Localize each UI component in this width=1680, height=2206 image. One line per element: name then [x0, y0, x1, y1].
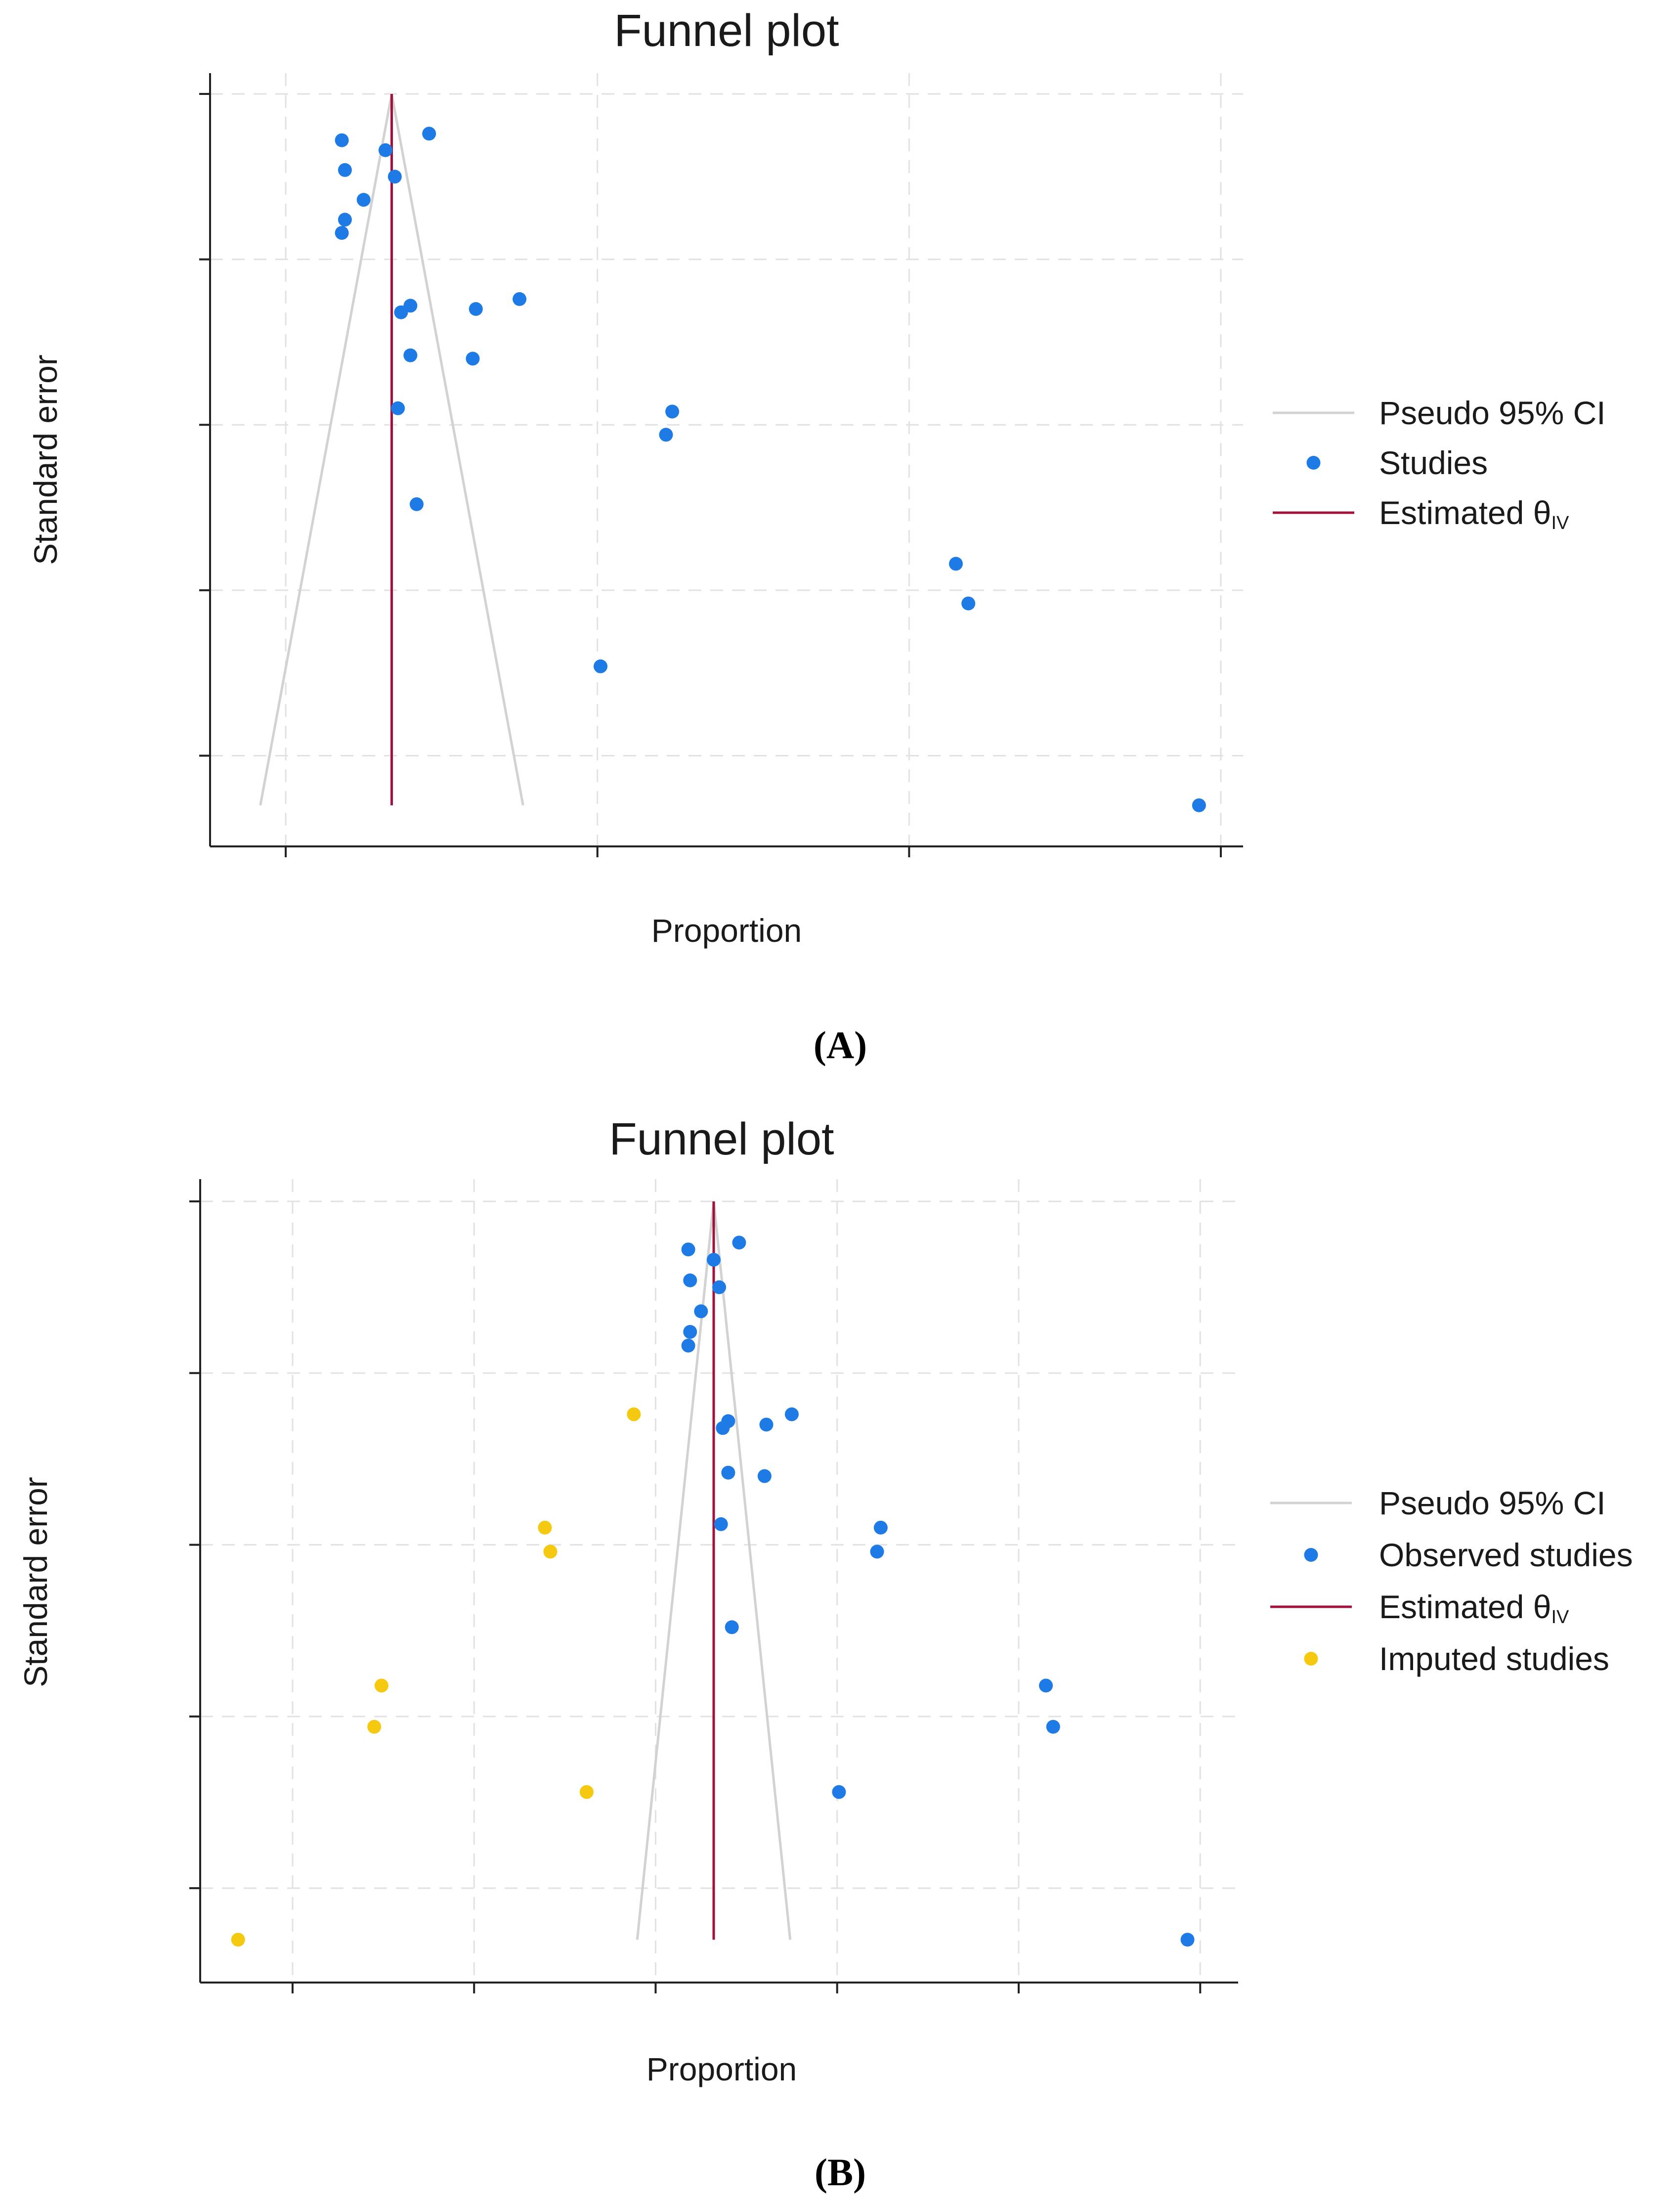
panel-b-legend-label-text: Imputed studies — [1379, 1640, 1609, 1677]
panel-a-studies-point — [466, 352, 480, 366]
panel-b-observed-studies-point — [683, 1273, 697, 1287]
panel-b-pseudo-ci-left-line — [636, 1201, 715, 1940]
panel-a-legend-label-subscript: IV — [1551, 513, 1570, 533]
panel-b-legend-marker-swatch — [1304, 1652, 1318, 1666]
panel-b-observed-studies-point — [694, 1304, 708, 1319]
panel-b-observed-studies-point — [784, 1407, 799, 1421]
panel-b-observed-studies-point — [712, 1280, 726, 1294]
panel-a-studies-point — [338, 213, 352, 227]
panel-b-legend-label: Estimated θIV — [1379, 1588, 1569, 1628]
panel-a-legend-label-text: Studies — [1379, 444, 1488, 481]
panel-b-imputed-studies-point — [579, 1785, 594, 1799]
panel-a-studies-point — [422, 127, 436, 141]
panel-b-observed-studies-point — [732, 1235, 746, 1250]
panel-a-studies-point — [1192, 798, 1206, 812]
panel-a-studies-point — [378, 143, 392, 157]
panel-b-legend-label: Imputed studies — [1379, 1640, 1609, 1677]
panel-b-imputed-studies-point — [231, 1933, 245, 1947]
panel-a-studies-point — [659, 428, 673, 442]
panel-a-studies-point — [469, 302, 483, 316]
panel-b-y-axis-label: Standard error — [17, 1477, 54, 1687]
panel-b-observed-studies-point — [1180, 1933, 1195, 1947]
panel-b-legend-label-subscript: IV — [1551, 1607, 1570, 1628]
panel-a-marks — [259, 93, 1206, 812]
panel-a-studies-point — [335, 133, 349, 147]
panel-a-studies-point — [409, 497, 424, 511]
panel-a-pseudo-ci-left-line — [259, 93, 393, 806]
panel-b-observed-studies-point — [1046, 1720, 1060, 1734]
panel-b-imputed-studies-point — [367, 1720, 382, 1734]
panel-a-legend-label-text: Estimated θ — [1379, 494, 1551, 531]
panel-a-studies-point — [391, 401, 405, 415]
panel-b-observed-studies-point — [725, 1620, 739, 1634]
panel-b-pseudo-ci-right-line — [712, 1201, 792, 1940]
panel-a-y-axis-label: Standard error — [27, 354, 64, 565]
panel-b-legend-label-text: Observed studies — [1379, 1537, 1633, 1573]
panel-a-x-axis-label: Proportion — [651, 912, 802, 949]
panel-a-studies-point — [338, 163, 352, 177]
panel-a-legend: Pseudo 95% CI Studies Estimated θIV — [1273, 395, 1606, 533]
panel-a-studies-point — [665, 404, 680, 419]
panel-a-funnel-plot: Funnel plot Proportion Standard error Ps… — [27, 5, 1606, 1066]
panel-a-label: (A) — [814, 1023, 867, 1066]
panel-b-legend-label-text: Estimated θ — [1379, 1588, 1551, 1625]
panel-a-studies-point — [948, 557, 963, 571]
panel-b-legend-label: Observed studies — [1379, 1537, 1633, 1573]
panel-a-legend-marker-swatch — [1306, 456, 1321, 470]
panel-b-observed-studies-point — [714, 1517, 728, 1531]
panel-b-observed-studies-point — [681, 1242, 695, 1257]
panel-a-studies-point — [403, 348, 418, 362]
panel-a-studies-point — [513, 292, 527, 306]
panel-b-title: Funnel plot — [609, 1114, 834, 1164]
panel-a-studies-point — [356, 193, 371, 207]
panel-a-studies-point — [335, 226, 349, 240]
panel-b-observed-studies-point — [759, 1417, 774, 1432]
panel-b-observed-studies-point — [832, 1785, 846, 1799]
panel-b-observed-studies-point — [681, 1338, 695, 1353]
panel-b-observed-studies-point — [1039, 1678, 1053, 1693]
panel-a-legend-label: Estimated θIV — [1379, 494, 1569, 533]
panel-b-observed-studies-point — [870, 1544, 884, 1559]
panel-b-label: (B) — [815, 2151, 866, 2194]
panel-b-observed-studies-point — [757, 1469, 772, 1483]
panel-b-gridlines — [200, 1179, 1238, 1983]
panel-b-legend-label-text: Pseudo 95% CI — [1379, 1485, 1606, 1521]
panel-b-legend-label: Pseudo 95% CI — [1379, 1485, 1606, 1521]
panel-a-axes — [199, 73, 1243, 857]
panel-b-imputed-studies-point — [374, 1678, 388, 1693]
panel-b-axes — [189, 1179, 1238, 1993]
panel-b-funnel-plot: Funnel plot Proportion Standard error Ps… — [17, 1114, 1633, 2194]
panel-b-legend: Pseudo 95% CI Observed studies Estimated θ… — [1270, 1485, 1633, 1677]
panel-b-legend-marker-swatch — [1304, 1548, 1318, 1562]
panel-a-legend-label: Pseudo 95% CI — [1379, 395, 1606, 431]
panel-b-observed-studies-point — [683, 1324, 697, 1339]
panel-a-studies-point — [394, 305, 408, 319]
panel-b-imputed-studies-point — [543, 1544, 558, 1559]
panel-a-studies-point — [594, 659, 608, 673]
panel-a-studies-point — [961, 596, 976, 611]
panel-b-observed-studies-point — [716, 1421, 730, 1435]
panel-b-observed-studies-point — [706, 1253, 721, 1267]
panel-a-legend-label-text: Pseudo 95% CI — [1379, 395, 1606, 431]
panel-a-title: Funnel plot — [614, 5, 839, 56]
panel-b-marks — [231, 1201, 1195, 1947]
panel-b-observed-studies-point — [721, 1465, 735, 1480]
panel-b-observed-studies-point — [873, 1520, 888, 1535]
panel-a-legend-label: Studies — [1379, 444, 1488, 481]
panel-b-x-axis-label: Proportion — [646, 2051, 797, 2087]
panel-b-imputed-studies-point — [538, 1520, 552, 1535]
panel-b-imputed-studies-point — [627, 1407, 641, 1421]
panel-a-studies-point — [388, 170, 402, 184]
panel-a-gridlines — [210, 73, 1243, 846]
panel-a-pseudo-ci-right-line — [390, 93, 524, 806]
